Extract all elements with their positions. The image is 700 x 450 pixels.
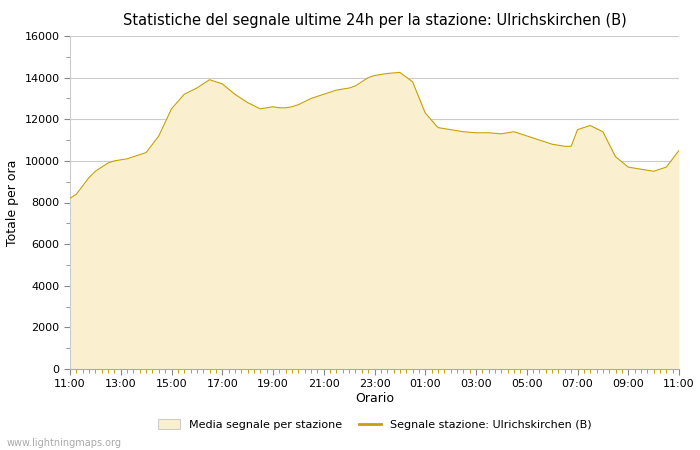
Legend: Media segnale per stazione, Segnale stazione: Ulrichskirchen (B): Media segnale per stazione, Segnale staz… <box>158 419 592 430</box>
Text: www.lightningmaps.org: www.lightningmaps.org <box>7 438 122 448</box>
Title: Statistiche del segnale ultime 24h per la stazione: Ulrichskirchen (B): Statistiche del segnale ultime 24h per l… <box>122 13 626 28</box>
Y-axis label: Totale per ora: Totale per ora <box>6 159 19 246</box>
X-axis label: Orario: Orario <box>355 392 394 405</box>
